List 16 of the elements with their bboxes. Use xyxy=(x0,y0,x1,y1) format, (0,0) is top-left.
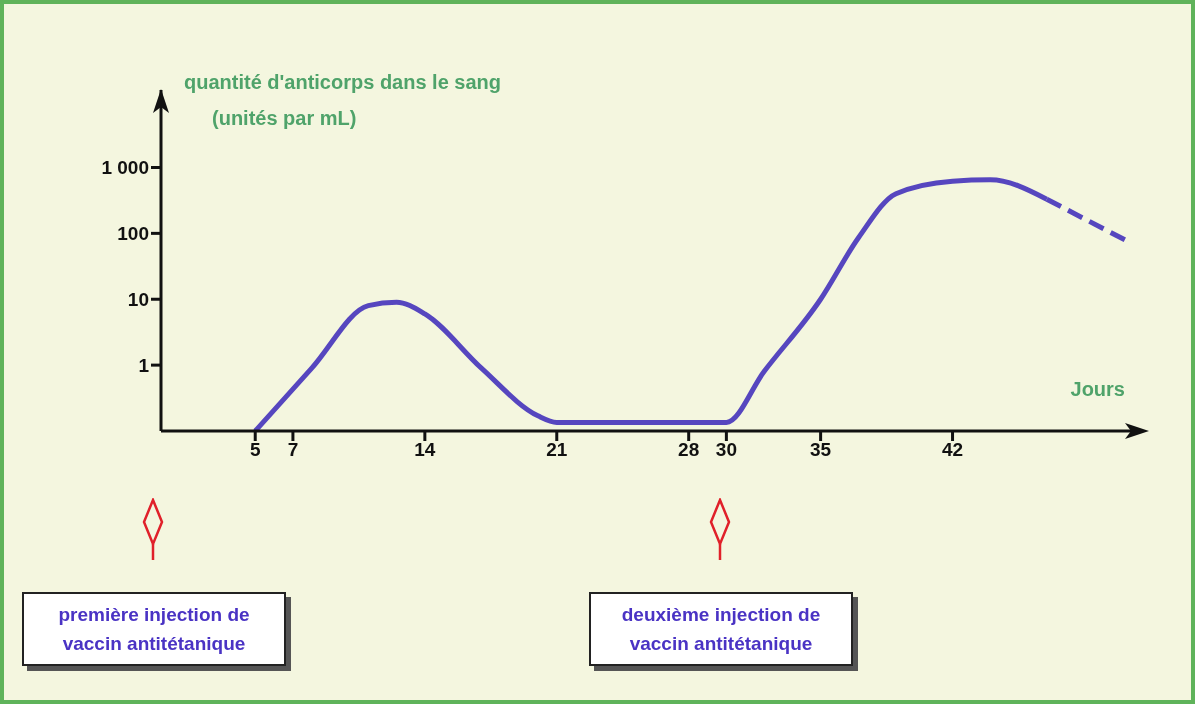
text: première injection de vaccin antitétanique xyxy=(22,592,286,666)
x-tick-label: 5 xyxy=(249,439,261,461)
y-tick-label: 1 xyxy=(138,354,150,376)
x-tick-label: 35 xyxy=(810,439,832,461)
y-tick-label: 1 000 xyxy=(101,157,149,179)
x-tick-label: 7 xyxy=(287,439,299,461)
x-tick-label: 21 xyxy=(546,439,568,461)
x-tick-label: 28 xyxy=(678,439,700,461)
y-tick-label: 100 xyxy=(117,223,149,245)
y-tick-label: 10 xyxy=(127,288,149,310)
x-axis-title: Jours xyxy=(1070,378,1125,401)
x-tick-label: 14 xyxy=(414,439,436,461)
text: deuxième injection de vaccin antitétanique xyxy=(589,592,853,666)
x-tick-label: 30 xyxy=(715,439,737,461)
y-axis-title: quantité d'anticorps dans le sang (unités par mL) xyxy=(184,70,502,131)
x-tick-label: 42 xyxy=(941,439,964,461)
